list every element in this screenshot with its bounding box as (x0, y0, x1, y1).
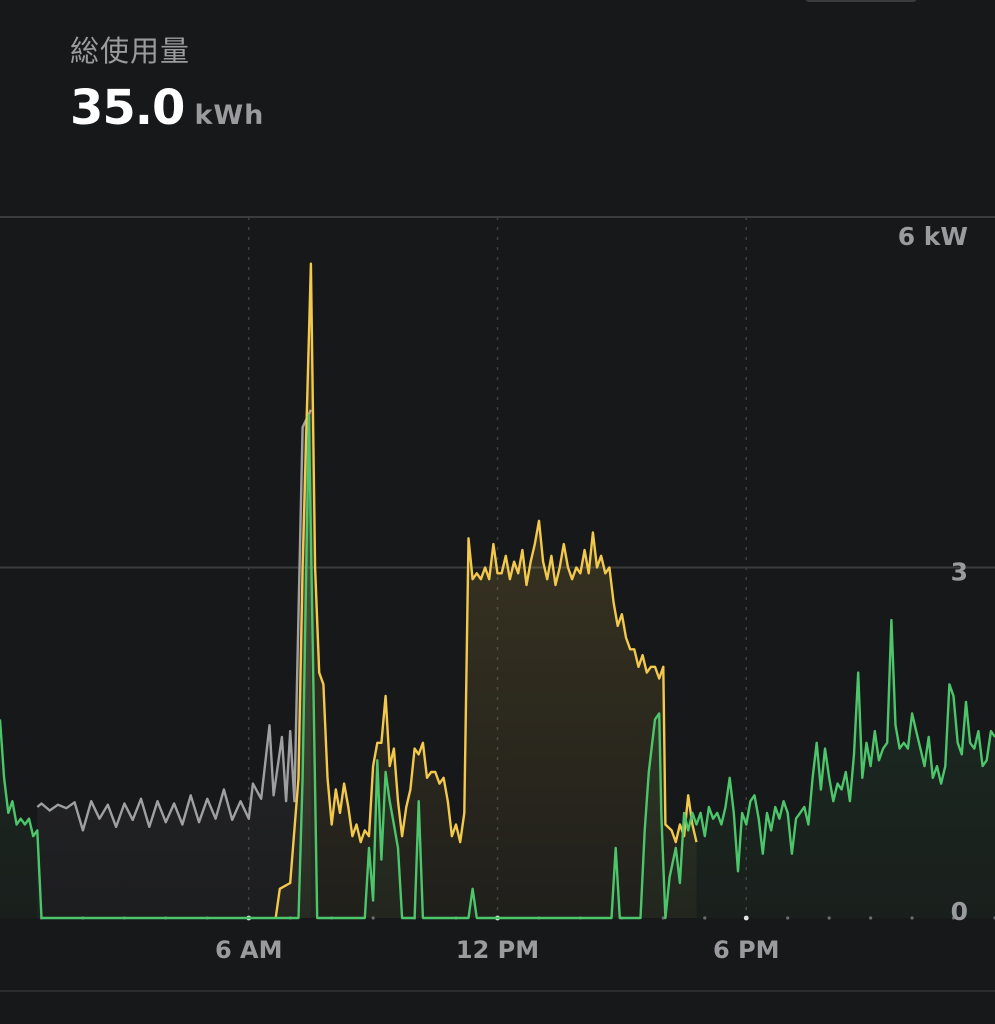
y-tick-label: 0 (951, 897, 968, 926)
green-series-area (0, 415, 995, 918)
total-usage-value: 35.0 (70, 80, 185, 136)
yellow-series-line (274, 262, 698, 919)
gray-series-area (37, 409, 311, 918)
summary-header: 総使用量 35.0 kWh (70, 28, 264, 136)
yellow-series-area (275, 263, 697, 918)
y-tick-label: 3 (951, 558, 968, 587)
x-tick-label: 12 PM (456, 936, 539, 964)
total-usage-unit: kWh (194, 100, 265, 131)
top-handle (805, 0, 917, 2)
total-usage-row: 35.0 kWh (70, 80, 264, 136)
gray-series-line (36, 409, 312, 832)
green-series-line (0, 414, 995, 920)
y-tick-label: 6 kW (898, 222, 968, 251)
bottom-divider (0, 990, 995, 992)
x-tick-label: 6 PM (713, 936, 780, 964)
x-tick-label: 6 AM (215, 936, 283, 964)
total-usage-label: 総使用量 (70, 34, 191, 68)
